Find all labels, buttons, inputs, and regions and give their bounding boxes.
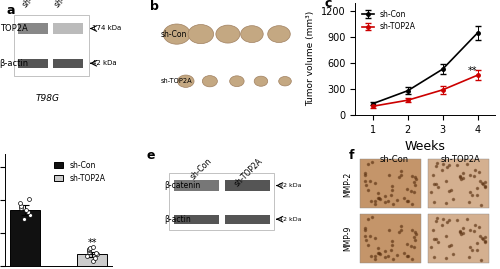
Title: T98G: T98G bbox=[410, 0, 440, 2]
Text: sh-TOP2A: sh-TOP2A bbox=[233, 156, 265, 188]
Point bbox=[85, 247, 93, 251]
Point bbox=[94, 252, 102, 257]
Point bbox=[88, 244, 96, 249]
Point bbox=[92, 251, 100, 255]
Text: **: ** bbox=[88, 238, 97, 248]
Text: β-actin: β-actin bbox=[164, 215, 192, 224]
Legend: sh-Con, sh-TOP2A: sh-Con, sh-TOP2A bbox=[359, 6, 419, 34]
Text: β-catenin: β-catenin bbox=[164, 181, 201, 190]
Text: c: c bbox=[324, 0, 332, 10]
Circle shape bbox=[278, 76, 291, 86]
FancyBboxPatch shape bbox=[54, 59, 84, 68]
Circle shape bbox=[163, 24, 190, 44]
Text: e: e bbox=[146, 148, 155, 161]
Bar bbox=[10, 210, 40, 266]
Text: sh-Con: sh-Con bbox=[160, 30, 186, 38]
Point bbox=[86, 246, 94, 250]
Text: β-actin: β-actin bbox=[0, 59, 29, 68]
Text: b: b bbox=[150, 1, 158, 13]
Circle shape bbox=[216, 25, 240, 43]
Text: **: ** bbox=[468, 66, 477, 76]
FancyBboxPatch shape bbox=[174, 180, 219, 191]
FancyBboxPatch shape bbox=[360, 214, 421, 263]
Text: sh-Con: sh-Con bbox=[380, 155, 409, 164]
Text: sh-TOP2A: sh-TOP2A bbox=[160, 78, 192, 84]
Point bbox=[90, 259, 98, 263]
Point bbox=[90, 256, 98, 261]
Circle shape bbox=[188, 24, 214, 44]
Point bbox=[25, 197, 33, 201]
FancyBboxPatch shape bbox=[225, 180, 270, 191]
FancyBboxPatch shape bbox=[428, 159, 490, 208]
Text: TOP2A: TOP2A bbox=[0, 24, 28, 33]
Circle shape bbox=[230, 76, 244, 87]
Text: MMP-9: MMP-9 bbox=[344, 226, 352, 251]
Text: 92 kDa: 92 kDa bbox=[279, 183, 301, 188]
FancyBboxPatch shape bbox=[18, 59, 48, 68]
Text: sh-Con: sh-Con bbox=[20, 0, 46, 9]
Circle shape bbox=[178, 75, 194, 87]
Point bbox=[83, 254, 91, 259]
Text: sh-TOP2A: sh-TOP2A bbox=[440, 155, 480, 164]
Text: T98G: T98G bbox=[36, 94, 60, 102]
FancyBboxPatch shape bbox=[360, 159, 421, 208]
Point bbox=[24, 210, 32, 214]
Text: sh-TOP2A: sh-TOP2A bbox=[52, 0, 84, 9]
Point bbox=[18, 206, 25, 210]
Text: f: f bbox=[348, 148, 354, 161]
FancyBboxPatch shape bbox=[18, 23, 48, 34]
Bar bbox=[77, 254, 108, 266]
Point bbox=[86, 250, 94, 254]
Point bbox=[22, 208, 30, 212]
Point bbox=[18, 203, 25, 208]
Text: a: a bbox=[6, 4, 14, 17]
Text: 174 kDa: 174 kDa bbox=[92, 26, 121, 31]
Y-axis label: Tumor volume (mm³): Tumor volume (mm³) bbox=[306, 11, 316, 107]
FancyBboxPatch shape bbox=[54, 23, 84, 34]
Circle shape bbox=[240, 26, 263, 43]
Point bbox=[85, 248, 93, 253]
Text: sh-Con: sh-Con bbox=[188, 156, 214, 181]
Point bbox=[26, 213, 34, 217]
Text: 42 kDa: 42 kDa bbox=[92, 60, 116, 66]
Text: 42 kDa: 42 kDa bbox=[279, 217, 301, 222]
FancyBboxPatch shape bbox=[225, 215, 270, 224]
Circle shape bbox=[268, 26, 290, 43]
Legend: sh-Con, sh-TOP2A: sh-Con, sh-TOP2A bbox=[51, 158, 108, 186]
FancyBboxPatch shape bbox=[428, 214, 490, 263]
Text: MMP-2: MMP-2 bbox=[344, 172, 352, 197]
Circle shape bbox=[202, 76, 218, 87]
Point bbox=[20, 217, 28, 221]
Point bbox=[16, 201, 24, 205]
Circle shape bbox=[254, 76, 268, 86]
X-axis label: Weeks: Weeks bbox=[405, 140, 446, 153]
FancyBboxPatch shape bbox=[174, 215, 219, 224]
